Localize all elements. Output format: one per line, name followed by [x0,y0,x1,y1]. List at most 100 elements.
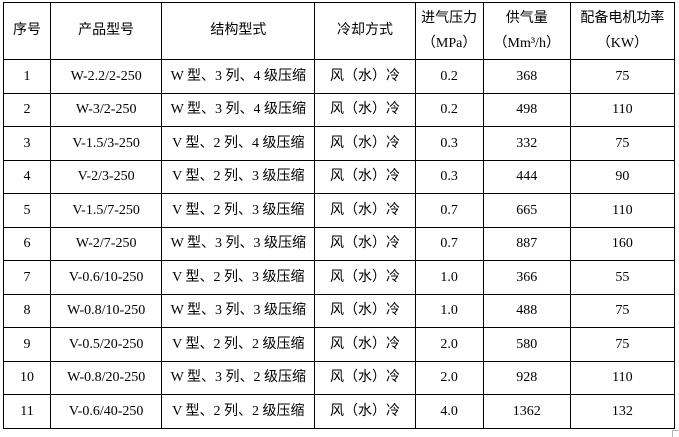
cell-cooling: 风（水）冷 [314,293,416,328]
cell-serial: 8 [2,293,52,328]
cell-pressure: 0.7 [414,226,484,261]
cell-cooling: 风（水）冷 [314,59,416,94]
cell-structure: V 型、2 列、3 级压缩 [161,260,316,295]
col-header-cooling: 冷却方式 [314,2,416,60]
table-row: 1 W-2.2/2-250 W 型、3 列、4 级压缩 风（水）冷 0.2 368 75 [2,59,676,94]
col-header-label: 序号 [13,23,42,39]
cell-cooling: 风（水）冷 [314,92,416,127]
cell-power: 110 [569,193,676,228]
table-row: 4 V-2/3-250 V 型、2 列、3 级压缩 风（水）冷 0.3 444 90 [2,159,676,194]
cell-power: 110 [569,92,676,127]
cell-structure: W 型、3 列、4 级压缩 [161,59,316,94]
table-row: 7 V-0.6/10-250 V 型、2 列、3 级压缩 风（水）冷 1.0 366 55 [2,260,676,295]
col-header-label: 结构型式 [210,23,267,39]
cell-supply: 887 [482,226,571,261]
cell-serial: 6 [2,226,52,261]
col-header-power: 配备电机功率 （KW） [569,2,676,60]
cell-structure: V 型、2 列、2 级压缩 [161,394,316,429]
cell-structure: V 型、2 列、3 级压缩 [161,159,316,194]
cell-pressure: 4.0 [414,394,484,429]
table-body: 1 W-2.2/2-250 W 型、3 列、4 级压缩 风（水）冷 0.2 368 75 2 W… [2,59,676,429]
cell-power: 75 [569,327,676,362]
table-row: 5 V-1.5/7-250 V 型、2 列、3 级压缩 风（水）冷 0.7 665 110 [2,193,676,228]
table-header: 序号 产品型号 结构型式 冷却方式 进气压力 （MPa） 供气量 （Mm³/h） 配备电机功率 （… [2,2,676,60]
table-row: 9 V-0.5/20-250 V 型、2 列、2 级压缩 风（水）冷 2.0 580 75 [2,327,676,362]
cell-supply: 368 [482,59,571,94]
cell-structure: W 型、3 列、4 级压缩 [161,92,316,127]
table-resize-corner-mark [672,430,679,437]
cell-cooling: 风（水）冷 [314,126,416,161]
cell-serial: 9 [2,327,52,362]
col-header-unit: （KW） [596,35,649,51]
cell-serial: 4 [2,159,52,194]
cell-pressure: 2.0 [414,360,484,395]
col-header-label: 冷却方式 [337,23,393,39]
cell-power: 90 [569,159,676,194]
header-row: 序号 产品型号 结构型式 冷却方式 进气压力 （MPa） 供气量 （Mm³/h） 配备电机功率 （… [2,2,676,60]
cell-cooling: 风（水）冷 [314,327,416,362]
cell-structure: V 型、2 列、3 级压缩 [161,193,316,228]
cell-structure: V 型、2 列、2 级压缩 [161,327,316,362]
col-header-model: 产品型号 [50,2,163,60]
cell-serial: 3 [2,126,52,161]
cell-serial: 10 [2,360,52,395]
cell-model: W-2.2/2-250 [50,59,163,94]
table-row: 2 W-3/2-250 W 型、3 列、4 级压缩 风（水）冷 0.2 498 110 [2,92,676,127]
cell-model: V-2/3-250 [50,159,163,194]
cell-supply: 928 [482,360,571,395]
cell-structure: W 型、3 列、3 级压缩 [161,226,316,261]
table-row: 3 V-1.5/3-250 V 型、2 列、4 级压缩 风（水）冷 0.3 332 75 [2,126,676,161]
cell-cooling: 风（水）冷 [314,159,416,194]
cell-structure: V 型、2 列、4 级压缩 [161,126,316,161]
table-row: 6 W-2/7-250 W 型、3 列、3 级压缩 风（水）冷 0.7 887 160 [2,226,676,261]
cell-serial: 11 [2,394,52,429]
cell-model: W-2/7-250 [50,226,163,261]
cell-cooling: 风（水）冷 [314,226,416,261]
cell-cooling: 风（水）冷 [314,260,416,295]
cell-model: W-0.8/20-250 [50,360,163,395]
cell-serial: 7 [2,260,52,295]
cell-pressure: 0.2 [414,59,484,94]
cell-model: W-0.8/10-250 [50,293,163,328]
cell-supply: 498 [482,92,571,127]
cell-pressure: 1.0 [414,260,484,295]
cell-pressure: 2.0 [414,327,484,362]
cell-supply: 366 [482,260,571,295]
cell-cooling: 风（水）冷 [314,193,416,228]
col-header-label: 配备电机功率 [580,11,665,26]
cell-supply: 665 [482,193,571,228]
cell-power: 132 [569,394,676,429]
cell-supply: 332 [482,126,571,161]
table-row: 11 V-0.6/40-250 V 型、2 列、2 级压缩 风（水）冷 4.0 1362 1… [2,394,676,429]
cell-serial: 1 [2,59,52,94]
compressor-spec-table: 序号 产品型号 结构型式 冷却方式 进气压力 （MPa） 供气量 （Mm³/h） 配备电机功率 （… [2,2,676,429]
cell-cooling: 风（水）冷 [314,394,416,429]
cell-power: 160 [569,226,676,261]
cell-power: 55 [569,260,676,295]
cell-supply: 444 [482,159,571,194]
col-header-label: 供气量 [505,11,548,26]
cell-serial: 5 [2,193,52,228]
cell-power: 110 [569,360,676,395]
cell-pressure: 1.0 [414,293,484,328]
cell-structure: W 型、3 列、3 级压缩 [161,293,316,328]
cell-pressure: 0.2 [414,92,484,127]
col-header-structure: 结构型式 [161,2,316,60]
cell-cooling: 风（水）冷 [314,360,416,395]
col-header-supply: 供气量 （Mm³/h） [482,2,571,60]
cell-model: V-1.5/3-250 [50,126,163,161]
cell-model: V-0.6/40-250 [50,394,163,429]
cell-power: 75 [569,126,676,161]
table-row: 8 W-0.8/10-250 W 型、3 列、3 级压缩 风（水）冷 1.0 488 75 [2,293,676,328]
cell-pressure: 0.3 [414,126,484,161]
col-header-label: 进气压力 [421,11,478,26]
cell-pressure: 0.7 [414,193,484,228]
cell-model: V-0.5/20-250 [50,327,163,362]
cell-supply: 1362 [482,394,571,429]
cell-supply: 488 [482,293,571,328]
col-header-unit: （Mm³/h） [493,35,560,51]
cell-power: 75 [569,293,676,328]
cell-power: 75 [569,59,676,94]
cell-model: V-1.5/7-250 [50,193,163,228]
